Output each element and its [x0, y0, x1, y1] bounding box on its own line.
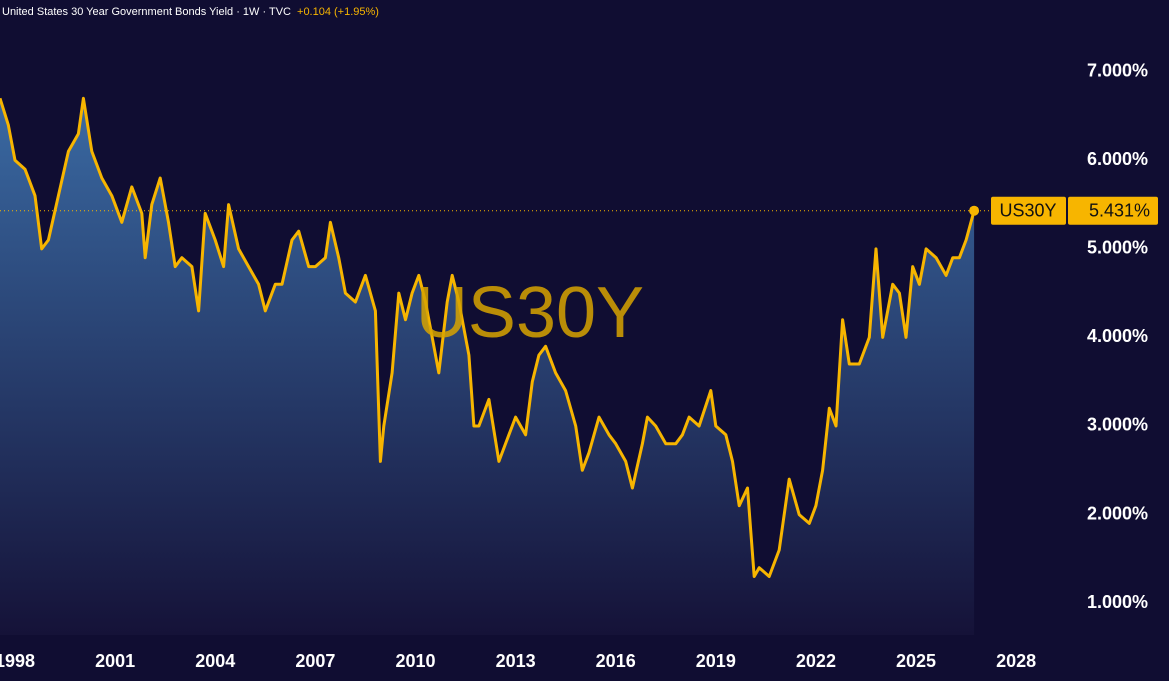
- x-tick-label: 2004: [195, 651, 235, 671]
- tag-value: 5.431%: [1089, 200, 1150, 220]
- title: United States 30 Year Government Bonds Y…: [2, 6, 291, 18]
- chart-title: United States 30 Year Government Bonds Y…: [2, 6, 379, 18]
- y-tick-label: 2.000%: [1087, 503, 1148, 523]
- x-tick-label: 2013: [496, 651, 536, 671]
- x-tick-label: 2019: [696, 651, 736, 671]
- x-tick-label: 2025: [896, 651, 936, 671]
- y-tick-label: 3.000%: [1087, 415, 1148, 435]
- x-tick-label: 2016: [596, 651, 636, 671]
- y-tick-label: 6.000%: [1087, 149, 1148, 169]
- y-tick-label: 4.000%: [1087, 326, 1148, 346]
- y-tick-label: 7.000%: [1087, 60, 1148, 80]
- tag-symbol: US30Y: [999, 200, 1056, 220]
- y-tick-label: 5.000%: [1087, 238, 1148, 258]
- x-tick-label: 2007: [295, 651, 335, 671]
- x-tick-label: 1998: [0, 651, 35, 671]
- x-tick-label: 2022: [796, 651, 836, 671]
- line: [0, 96, 976, 578]
- x-tick-label: 2028: [996, 651, 1036, 671]
- value-tag: [1068, 196, 1158, 225]
- y-tick-label: 1.000%: [1087, 592, 1148, 612]
- last-point: [969, 205, 980, 216]
- symbol-tag: [991, 196, 1066, 225]
- x-tick-label: 2001: [95, 651, 135, 671]
- price-tag: US30Y 5.431%: [991, 196, 1158, 225]
- change: +0.104 (+1.95%): [297, 6, 379, 18]
- watermark: US30Y: [416, 273, 644, 353]
- x-tick-label: 2010: [395, 651, 435, 671]
- plot-area: [0, 96, 990, 636]
- axes: 7.000% 6.000% 5.000% 4.000% 3.000% 2.000% 1.00…: [0, 60, 1148, 670]
- area: [0, 98, 975, 636]
